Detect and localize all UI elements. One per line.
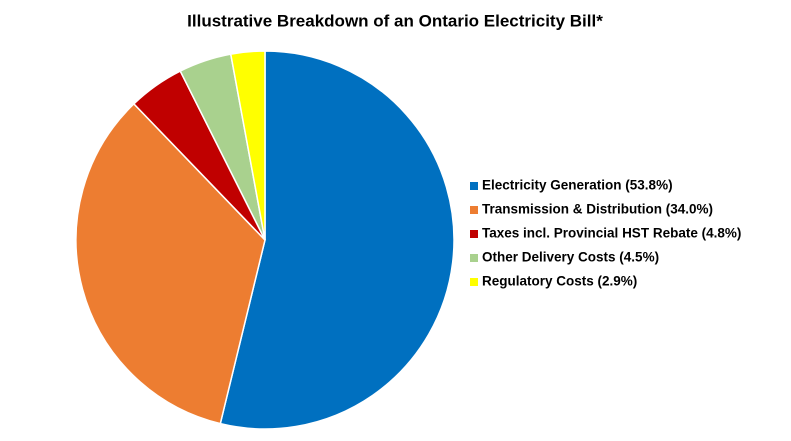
legend-label: Taxes incl. Provincial HST Rebate (4.8%) <box>482 226 741 241</box>
legend-label: Transmission & Distribution (34.0%) <box>482 202 713 217</box>
legend-swatch <box>470 254 478 262</box>
pie-slice <box>229 50 266 241</box>
legend-swatch <box>470 230 478 238</box>
chart-title: Illustrative Breakdown of an Ontario Ele… <box>187 11 603 30</box>
pie-slice <box>75 102 266 425</box>
legend-swatch <box>470 206 478 214</box>
legend-swatch <box>470 182 478 190</box>
legend-label: Other Delivery Costs (4.5%) <box>482 250 659 265</box>
legend-label: Electricity Generation (53.8%) <box>482 178 673 193</box>
legend-swatch <box>470 278 478 286</box>
legend-label: Regulatory Costs (2.9%) <box>482 274 637 289</box>
pie-slice <box>219 50 455 430</box>
